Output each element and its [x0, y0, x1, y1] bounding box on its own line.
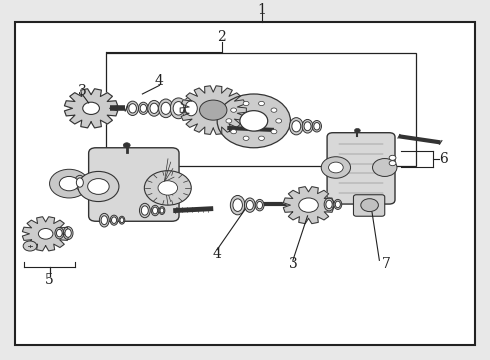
Text: 1: 1 — [258, 3, 267, 17]
Ellipse shape — [139, 102, 148, 114]
Circle shape — [361, 199, 378, 212]
Circle shape — [243, 136, 249, 140]
Ellipse shape — [99, 213, 109, 227]
Text: 6: 6 — [440, 152, 448, 166]
Ellipse shape — [127, 101, 139, 116]
Ellipse shape — [159, 207, 165, 215]
Circle shape — [59, 176, 79, 191]
Circle shape — [299, 198, 318, 212]
Circle shape — [88, 179, 109, 194]
Ellipse shape — [159, 99, 173, 118]
Ellipse shape — [326, 200, 332, 208]
Ellipse shape — [233, 199, 243, 211]
Ellipse shape — [312, 121, 321, 132]
Ellipse shape — [255, 199, 264, 211]
Ellipse shape — [335, 201, 341, 208]
Circle shape — [300, 199, 317, 211]
Circle shape — [49, 169, 89, 198]
Circle shape — [354, 129, 360, 133]
Text: 7: 7 — [382, 257, 391, 271]
Circle shape — [231, 108, 237, 112]
Ellipse shape — [74, 175, 85, 190]
Ellipse shape — [129, 104, 136, 113]
Ellipse shape — [140, 104, 147, 112]
Circle shape — [389, 161, 396, 166]
Circle shape — [321, 157, 350, 178]
Circle shape — [145, 171, 191, 205]
Ellipse shape — [55, 228, 64, 239]
Ellipse shape — [182, 97, 200, 120]
Ellipse shape — [112, 217, 117, 224]
Ellipse shape — [246, 201, 253, 210]
Ellipse shape — [161, 102, 171, 114]
Ellipse shape — [302, 120, 313, 133]
Ellipse shape — [314, 122, 320, 130]
Circle shape — [217, 94, 291, 148]
FancyBboxPatch shape — [353, 195, 385, 216]
Ellipse shape — [76, 178, 83, 187]
Circle shape — [231, 130, 237, 134]
Ellipse shape — [245, 198, 255, 212]
Ellipse shape — [151, 205, 159, 216]
Circle shape — [243, 101, 249, 105]
Circle shape — [123, 143, 130, 148]
Circle shape — [83, 102, 99, 114]
Ellipse shape — [120, 218, 124, 223]
Circle shape — [389, 155, 396, 160]
Ellipse shape — [257, 201, 263, 209]
Ellipse shape — [65, 229, 72, 237]
Ellipse shape — [152, 207, 158, 214]
Polygon shape — [283, 186, 334, 224]
Ellipse shape — [185, 101, 197, 116]
Ellipse shape — [230, 195, 245, 215]
Ellipse shape — [334, 199, 342, 210]
Ellipse shape — [170, 98, 187, 119]
Ellipse shape — [56, 229, 62, 237]
Ellipse shape — [150, 103, 158, 113]
Polygon shape — [180, 86, 246, 134]
Text: 4: 4 — [155, 75, 164, 89]
Ellipse shape — [160, 208, 164, 213]
Text: 4: 4 — [213, 247, 221, 261]
Circle shape — [329, 162, 343, 173]
Ellipse shape — [292, 121, 301, 132]
FancyBboxPatch shape — [89, 148, 179, 221]
Ellipse shape — [119, 216, 125, 224]
Ellipse shape — [290, 118, 303, 135]
Circle shape — [23, 241, 37, 251]
Circle shape — [259, 101, 265, 105]
Text: 5: 5 — [45, 273, 54, 287]
Circle shape — [78, 171, 119, 202]
Circle shape — [202, 102, 224, 118]
Circle shape — [199, 100, 227, 120]
Circle shape — [240, 111, 268, 131]
Ellipse shape — [63, 227, 73, 239]
Ellipse shape — [148, 100, 160, 116]
Circle shape — [372, 158, 397, 176]
Circle shape — [226, 119, 232, 123]
Circle shape — [276, 119, 282, 123]
Polygon shape — [23, 217, 69, 251]
Ellipse shape — [173, 102, 184, 115]
Circle shape — [271, 130, 277, 134]
Circle shape — [38, 229, 53, 239]
Text: 3: 3 — [289, 257, 297, 271]
Circle shape — [158, 181, 177, 195]
Ellipse shape — [304, 122, 311, 131]
Ellipse shape — [140, 203, 150, 218]
Ellipse shape — [101, 216, 107, 225]
Polygon shape — [65, 89, 118, 128]
Ellipse shape — [324, 198, 334, 211]
Ellipse shape — [110, 215, 118, 225]
Circle shape — [271, 108, 277, 112]
FancyBboxPatch shape — [327, 133, 395, 204]
Circle shape — [259, 136, 265, 140]
Ellipse shape — [141, 206, 148, 215]
Text: 3: 3 — [78, 84, 87, 98]
Text: 2: 2 — [217, 30, 226, 44]
Bar — [106, 53, 416, 166]
